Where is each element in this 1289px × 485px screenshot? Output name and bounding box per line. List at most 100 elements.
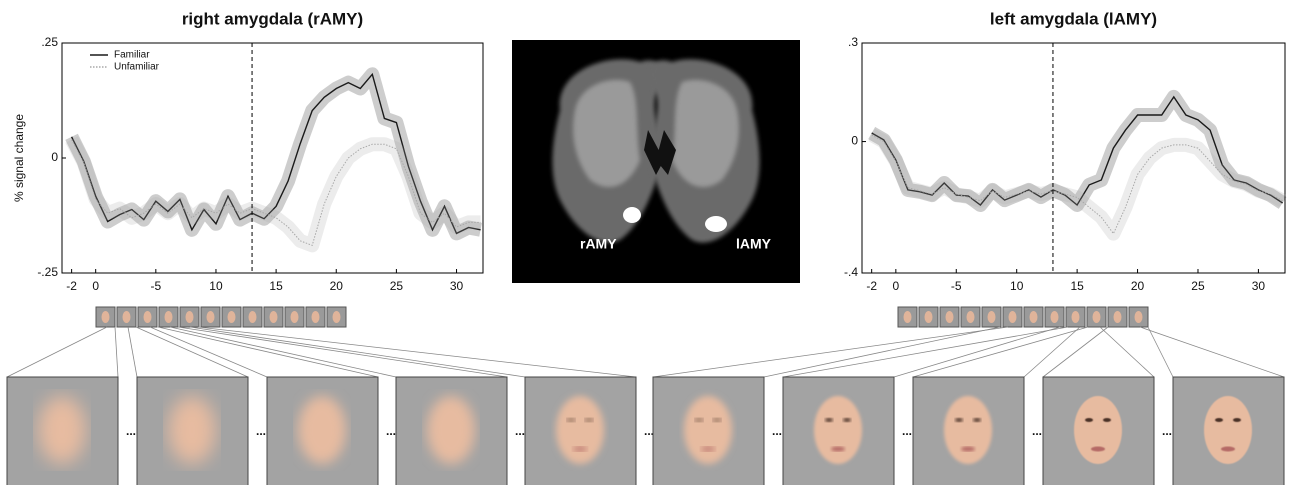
face [298, 396, 346, 464]
ellipsis: ... [902, 424, 912, 438]
face-eye [567, 418, 575, 422]
thumbnail-face [1135, 311, 1143, 323]
ellipsis: ... [126, 424, 136, 438]
ellipsis: ... [1032, 424, 1042, 438]
x-tick-label: 25 [390, 279, 404, 293]
y-tick-label: -.4 [844, 265, 858, 279]
thumbnail-face [123, 311, 131, 323]
thumbnail-face [1009, 311, 1017, 323]
thumbnail-face [291, 311, 299, 323]
face-sequence: ........................... [7, 307, 1284, 485]
connector [783, 327, 1068, 377]
x-tick-label: 10 [209, 279, 223, 293]
connector [1043, 327, 1108, 377]
face-eye [825, 418, 833, 422]
thumbnail-face [967, 311, 975, 323]
x-tick-label: 25 [1191, 279, 1205, 293]
connector [653, 327, 1008, 377]
face-eye [1103, 418, 1111, 422]
legend-label: Familiar [114, 50, 150, 61]
connector [913, 327, 1088, 377]
connector [894, 327, 1060, 377]
face-eye [1085, 418, 1093, 422]
x-tick-label: 0 [92, 279, 99, 293]
face [1204, 396, 1252, 464]
connector [7, 327, 107, 377]
connector [170, 327, 396, 377]
x-tick-label: 0 [892, 279, 899, 293]
brain-label: rAMY [580, 236, 617, 252]
ellipsis: ... [772, 424, 782, 438]
x-tick-label: -2 [866, 279, 877, 293]
x-tick-label: 30 [1252, 279, 1266, 293]
face-eye [713, 418, 721, 422]
face [38, 396, 86, 464]
x-tick-label: 10 [1010, 279, 1024, 293]
face-mouth [701, 447, 715, 452]
thumbnail-face [249, 311, 257, 323]
thumbnail-face [1030, 311, 1038, 323]
face [168, 396, 216, 464]
face-mouth [1221, 447, 1235, 452]
face-mouth [831, 447, 845, 452]
figure: rAMY lAMY ........................... ri… [0, 0, 1289, 485]
plot-frame [62, 43, 483, 273]
ellipsis: ... [256, 424, 266, 438]
face-eye [1215, 418, 1223, 422]
connector [128, 327, 137, 377]
ellipsis: ... [386, 424, 396, 438]
face [814, 396, 862, 464]
thumbnail-face [946, 311, 954, 323]
x-tick-label: -5 [951, 279, 962, 293]
face [1074, 396, 1122, 464]
thumbnail-face [270, 311, 278, 323]
face-eye [973, 418, 981, 422]
x-tick-label: 15 [1070, 279, 1084, 293]
legend-label: Unfamiliar [114, 62, 160, 73]
face-eye [1233, 418, 1241, 422]
thumbnail-face [102, 311, 110, 323]
thumbnail-face [1114, 311, 1122, 323]
connector [1140, 327, 1284, 377]
y-axis-label: % signal change [12, 114, 26, 202]
y-tick-label: .3 [848, 35, 858, 49]
brain-label: lAMY [736, 236, 772, 252]
ellipsis: ... [1162, 424, 1172, 438]
connector [1024, 327, 1080, 377]
connector [178, 327, 507, 377]
face-mouth [1091, 447, 1105, 452]
x-tick-label: 20 [330, 279, 344, 293]
thumbnail-face [988, 311, 996, 323]
chart-title: right amygdala (rAMY) [182, 9, 363, 28]
thumbnail-face [1072, 311, 1080, 323]
thumbnail-face [165, 311, 173, 323]
connector [764, 327, 1000, 377]
thumbnail-face [1093, 311, 1101, 323]
connector [190, 327, 525, 377]
thumbnail-face [186, 311, 194, 323]
x-tick-label: 30 [450, 279, 464, 293]
face-eye [955, 418, 963, 422]
x-tick-label: 15 [269, 279, 283, 293]
thumbnail-face [925, 311, 933, 323]
thumbnail-face [904, 311, 912, 323]
y-tick-label: 0 [51, 150, 58, 164]
face [427, 396, 475, 464]
face [684, 396, 732, 464]
face-eye [843, 418, 851, 422]
y-tick-label: -.25 [37, 265, 58, 279]
face-eye [585, 418, 593, 422]
y-tick-label: .25 [41, 35, 58, 49]
face-eye [695, 418, 703, 422]
connector [1100, 327, 1154, 377]
ellipsis: ... [515, 424, 525, 438]
face [944, 396, 992, 464]
face [556, 396, 604, 464]
connector [115, 327, 118, 377]
chart-title: left amygdala (lAMY) [990, 9, 1157, 28]
x-tick-label: -2 [66, 279, 77, 293]
thumbnail-face [1051, 311, 1059, 323]
thumbnail-face [333, 311, 341, 323]
thumbnail-face [144, 311, 152, 323]
connector [150, 327, 267, 377]
